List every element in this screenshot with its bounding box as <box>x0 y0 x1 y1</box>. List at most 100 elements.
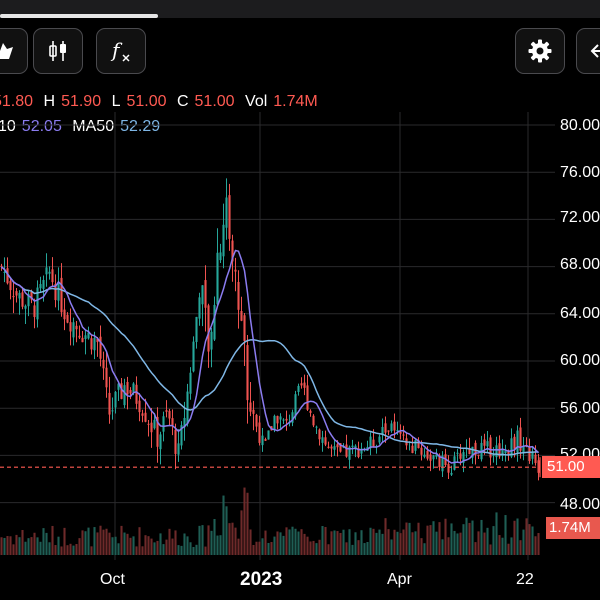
candle-body <box>513 436 516 449</box>
price-tick: 76.00 <box>560 164 600 181</box>
volume-bar <box>465 517 468 555</box>
candlestick-icon <box>49 41 66 61</box>
settings-button[interactable] <box>515 28 565 74</box>
ma10-line <box>1 249 540 464</box>
candle-body <box>501 448 504 457</box>
candle-body <box>327 446 330 448</box>
volume-bar <box>333 530 336 555</box>
candle-body <box>24 305 27 309</box>
candle-body <box>369 436 372 449</box>
candle-body <box>333 446 336 450</box>
volume-bar <box>516 518 519 555</box>
ma10-value: 52.05 <box>21 118 62 135</box>
indicators-button[interactable]: f <box>96 28 146 74</box>
candle-body <box>291 412 294 423</box>
candle-body <box>0 265 3 267</box>
volume-bar <box>186 536 189 555</box>
volume-bar <box>504 515 507 555</box>
candle-body <box>186 391 189 424</box>
volume-bar <box>222 495 225 555</box>
volume-bar <box>192 546 195 555</box>
volume-bar <box>387 529 390 555</box>
volume-bar <box>480 519 483 555</box>
volume-bar <box>384 518 387 555</box>
candle-body <box>282 419 285 421</box>
volume-bar <box>150 538 153 555</box>
candle-body <box>69 322 72 332</box>
volume-bar <box>9 536 12 555</box>
candle-body <box>357 448 360 458</box>
low-label: L <box>111 93 121 110</box>
candle-body <box>183 417 186 428</box>
volume-bar <box>165 539 168 555</box>
ma-legend: 10 52.05 MA50 52.29 <box>0 118 166 136</box>
candle-body <box>378 436 381 443</box>
candle-body <box>492 455 495 457</box>
candle-body <box>228 195 231 239</box>
candle-body <box>402 434 405 436</box>
volume-bar <box>237 538 240 555</box>
candle-body <box>399 431 402 434</box>
volume-bar <box>474 542 477 555</box>
candle-body <box>72 322 75 338</box>
volume-bar <box>231 522 234 555</box>
candle-body <box>225 197 228 228</box>
candle-body <box>432 455 435 460</box>
candle-body <box>519 427 522 451</box>
candle-body <box>168 410 171 419</box>
candle-body <box>54 284 57 301</box>
candle-body <box>396 430 399 432</box>
volume-bar <box>36 537 39 555</box>
volume-bar <box>429 525 432 555</box>
volume-bar <box>303 533 306 555</box>
candle-body <box>213 304 216 340</box>
candle-body <box>417 440 420 449</box>
price-chart[interactable]: 80.00 76.00 72.00 68.00 64.00 60.00 56.0… <box>0 90 600 600</box>
volume-bar <box>300 529 303 555</box>
price-tick: 68.00 <box>560 256 600 273</box>
candle-body <box>309 410 312 413</box>
volume-bar <box>411 532 414 555</box>
function-glyph: f <box>110 38 123 62</box>
volume-bar <box>375 532 378 555</box>
candle-body <box>243 315 246 341</box>
volume-bar <box>93 527 96 555</box>
candle-body <box>93 337 96 351</box>
candle-body <box>96 339 99 343</box>
candle-body <box>177 443 180 455</box>
volume-bar <box>138 527 141 555</box>
volume-bar <box>51 525 54 555</box>
volume-bar <box>87 527 90 555</box>
candle-body <box>240 311 243 321</box>
candle-body <box>411 445 414 454</box>
more-button[interactable] <box>576 28 600 74</box>
volume-bar <box>120 525 123 555</box>
candle-body <box>45 267 48 275</box>
volume-bar <box>273 536 276 555</box>
volume-bar <box>279 532 282 555</box>
candle-body <box>456 452 459 454</box>
time-axis: Oct 2023 Apr 22 <box>100 569 534 590</box>
candle-body <box>108 392 111 415</box>
volume-bar <box>435 531 438 555</box>
volume-bar <box>210 530 213 555</box>
close-value: 51.00 <box>194 93 235 110</box>
ma50-line <box>1 266 539 456</box>
candle-body <box>510 438 513 457</box>
candle-body <box>306 385 309 410</box>
time-tick-2023: 2023 <box>240 569 282 590</box>
chart-type-button[interactable] <box>0 28 28 74</box>
candle-body <box>354 445 357 449</box>
volume-bar <box>444 518 447 555</box>
candle-body <box>258 422 261 443</box>
candle-body <box>39 284 42 289</box>
candle-body <box>462 452 465 463</box>
volume-bar <box>348 529 351 555</box>
candlestick-button[interactable] <box>33 28 83 74</box>
high-label: H <box>43 93 56 110</box>
high-value: 51.90 <box>61 93 102 110</box>
volume-bar <box>75 543 78 555</box>
candle-body <box>105 367 108 388</box>
price-tick: 80.00 <box>560 117 600 134</box>
volume-bar <box>309 541 312 555</box>
